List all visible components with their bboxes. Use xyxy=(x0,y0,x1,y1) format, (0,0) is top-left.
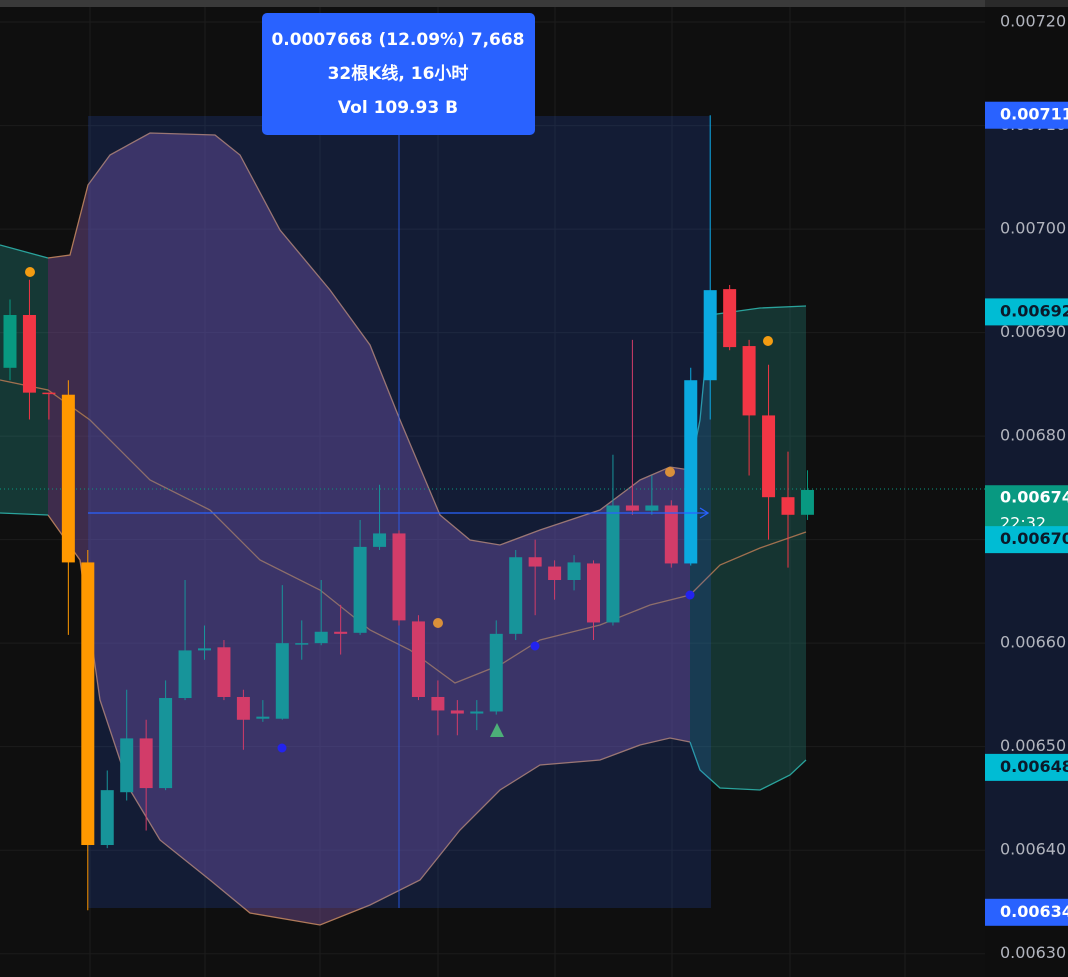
candle-body xyxy=(548,566,562,581)
candle-body xyxy=(198,648,211,651)
y-tick-label: 0.00720 xyxy=(1000,12,1066,31)
candle-body xyxy=(411,621,425,697)
price-badge xyxy=(985,298,1068,326)
candles xyxy=(3,115,814,911)
candle-body xyxy=(314,631,328,644)
price-badge xyxy=(985,101,1068,129)
measure-text: 0.0007668 (12.09%) 7,668 xyxy=(271,30,524,50)
candle-body xyxy=(61,394,75,563)
candle-body xyxy=(275,643,289,719)
y-tick-label: 0.00690 xyxy=(1000,322,1066,341)
signal-dot xyxy=(530,641,540,651)
candle-body xyxy=(742,346,756,416)
signal-dot xyxy=(665,467,675,477)
measure-arrow-head xyxy=(699,507,710,519)
bollinger-bands xyxy=(0,132,807,926)
measure-tooltip xyxy=(262,13,535,135)
candle-body xyxy=(703,290,717,381)
candle-body xyxy=(217,647,231,697)
band-fill xyxy=(48,133,690,925)
signal-dot xyxy=(433,618,443,628)
price-badge xyxy=(985,898,1068,926)
candle-body xyxy=(100,790,114,846)
y-tick-label: 0.00640 xyxy=(1000,840,1066,859)
candle-body xyxy=(470,711,484,714)
candle-body xyxy=(81,562,95,846)
candle-body xyxy=(334,631,348,634)
candle-body xyxy=(236,696,250,720)
band-lower xyxy=(689,741,807,791)
price-badge-label: 0.00634 xyxy=(1000,902,1068,921)
measure-text: Vol 109.93 B xyxy=(338,98,458,118)
candle-body xyxy=(431,696,445,711)
y-tick-label: 0.00630 xyxy=(1000,943,1066,962)
candle-body xyxy=(159,698,173,789)
band-fill xyxy=(690,306,806,790)
signal-dot xyxy=(277,743,287,753)
y-tick-label: 0.00700 xyxy=(1000,219,1066,238)
y-tick-label: 0.00660 xyxy=(1000,633,1066,652)
candle-body xyxy=(587,563,600,623)
signal-dot xyxy=(685,590,695,600)
band-lower xyxy=(47,514,691,926)
candle-body xyxy=(392,533,406,621)
candle-body xyxy=(509,557,523,634)
y-tick-label: 0.00650 xyxy=(1000,736,1066,755)
candle-body xyxy=(450,710,464,714)
top-bar xyxy=(0,0,1068,7)
band-upper xyxy=(0,244,49,259)
candle-body xyxy=(606,505,620,623)
price-axis: 0.007200.007100.007000.006900.006800.006… xyxy=(985,0,1068,977)
candle-body xyxy=(489,633,503,712)
price-badge-label: 0.00648 xyxy=(1000,757,1068,776)
price-badge-label: 0.00692 xyxy=(1000,301,1068,320)
candle-body xyxy=(625,505,639,511)
candle-body xyxy=(120,738,134,793)
candle-body xyxy=(178,650,192,699)
candle-body xyxy=(800,489,814,515)
candle-body xyxy=(353,546,367,633)
candle-body xyxy=(528,557,542,567)
signals xyxy=(25,267,773,753)
price-badge xyxy=(985,753,1068,781)
price-badge-label: 0.00670 xyxy=(1000,529,1068,548)
candle-body xyxy=(256,716,270,719)
price-badge-label: 0.00674 xyxy=(1000,488,1068,507)
band-upper xyxy=(47,132,691,546)
y-tick-label: 0.00680 xyxy=(1000,426,1066,445)
price-badge xyxy=(985,526,1068,554)
band-middle xyxy=(0,379,807,684)
candle-body xyxy=(42,392,56,395)
candle-body xyxy=(762,415,776,498)
candle-body xyxy=(723,289,737,348)
candle-body xyxy=(684,380,698,564)
band-lower xyxy=(0,512,49,516)
candle-body xyxy=(373,533,387,547)
candle-body xyxy=(295,643,309,645)
signal-dot xyxy=(25,267,35,277)
candle-body xyxy=(664,505,678,564)
candle-body xyxy=(645,505,659,511)
measure-text: 32根K线, 16小时 xyxy=(328,63,469,84)
price-badge-label: 0.00711 xyxy=(1000,105,1068,124)
candle-body xyxy=(3,315,17,368)
candle-body xyxy=(567,562,581,581)
signal-dot xyxy=(763,336,773,346)
candle-body xyxy=(139,738,153,789)
candle-body xyxy=(781,497,795,515)
candle-body xyxy=(22,315,36,393)
signal-triangle xyxy=(490,723,504,737)
